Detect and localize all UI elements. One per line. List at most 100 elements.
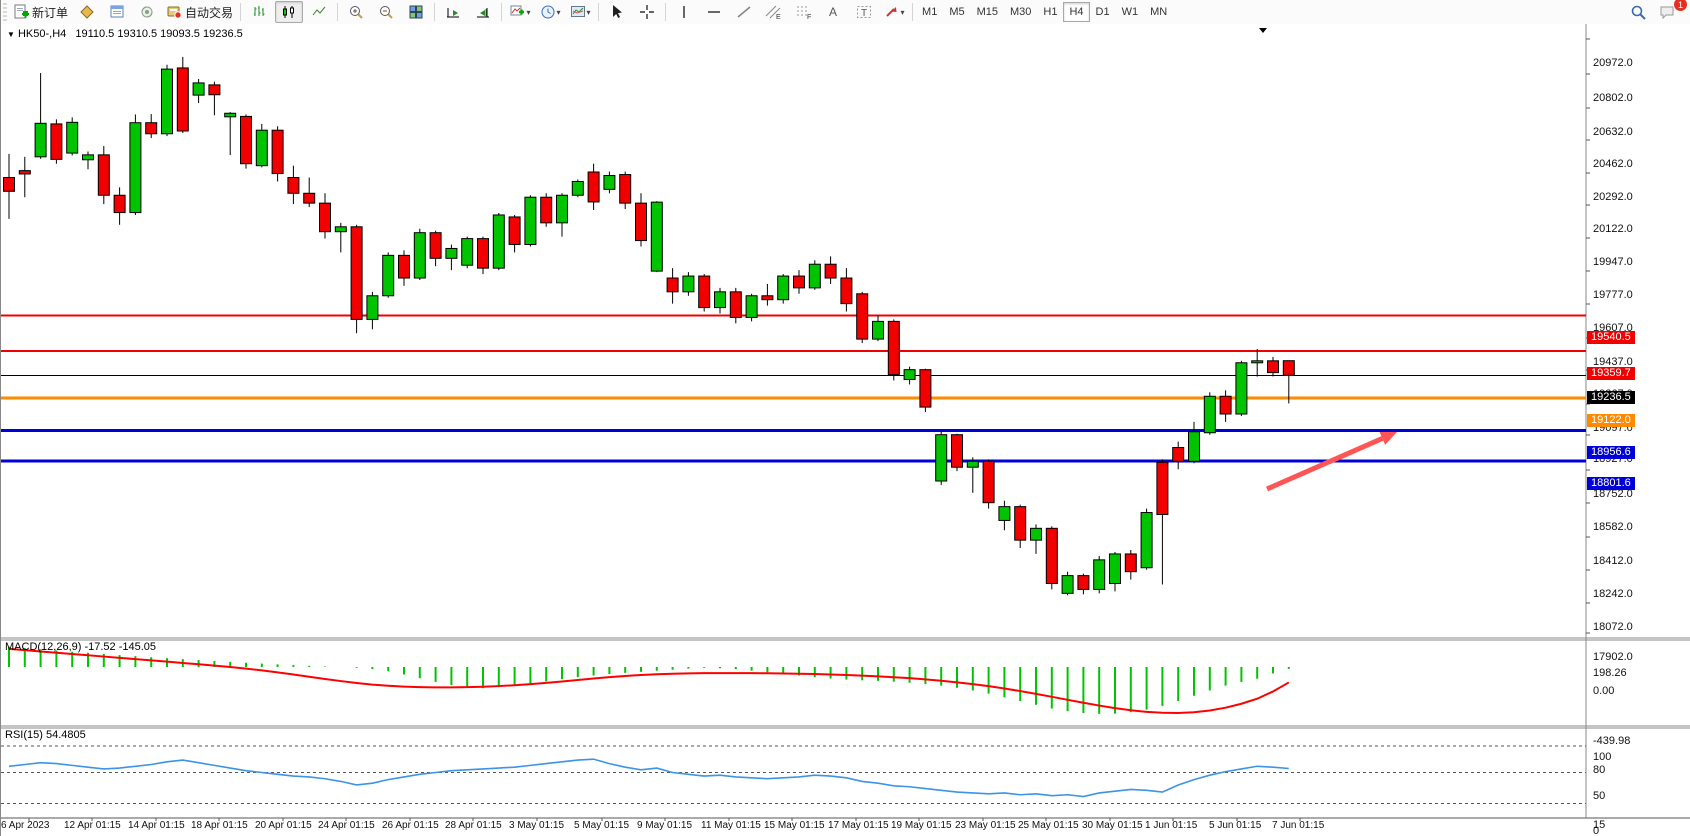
candle[interactable] [856, 291, 869, 344]
candle[interactable] [382, 252, 395, 298]
candle[interactable] [966, 457, 979, 493]
candle[interactable] [350, 224, 363, 334]
candle[interactable] [998, 500, 1011, 531]
candle[interactable] [1267, 356, 1279, 377]
candle[interactable] [366, 291, 379, 330]
candle[interactable] [1124, 549, 1137, 580]
chart-canvas[interactable] [1, 24, 1690, 836]
timeframe-h1[interactable]: H1 [1043, 6, 1058, 18]
chart-shift-button[interactable] [469, 1, 497, 23]
candle[interactable] [18, 156, 31, 198]
notifications-button[interactable]: 1 [1654, 0, 1688, 23]
candle[interactable] [1219, 390, 1232, 422]
object-marker-icon[interactable] [1259, 28, 1267, 33]
candle[interactable] [872, 315, 884, 342]
candle[interactable] [176, 56, 189, 133]
candle[interactable] [145, 114, 158, 139]
candle[interactable] [255, 123, 268, 168]
candle[interactable] [824, 256, 837, 284]
candle[interactable] [429, 230, 442, 267]
horizontal-line-button[interactable] [700, 1, 728, 23]
chart-window[interactable]: ▼ HK50-,H4 19110.5 19310.5 19093.5 19236… [1, 24, 1690, 836]
text-button[interactable]: A [820, 1, 848, 23]
equidistant-channel-button[interactable]: E [760, 1, 788, 23]
timeframe-w1[interactable]: W1 [1121, 6, 1139, 18]
candle[interactable] [951, 433, 963, 472]
auto-scroll-button[interactable] [439, 1, 467, 23]
market-watch-button[interactable] [73, 1, 101, 23]
candle[interactable] [82, 151, 94, 170]
candle[interactable] [666, 268, 679, 304]
candle[interactable] [50, 119, 63, 164]
candle[interactable] [903, 366, 916, 385]
toolbar-grip[interactable] [3, 3, 7, 21]
candle[interactable] [919, 368, 932, 413]
templates-button[interactable]: ▾ [566, 1, 594, 23]
candle[interactable] [413, 228, 426, 280]
candle[interactable] [1188, 421, 1200, 464]
candle[interactable] [635, 193, 647, 247]
timeframe-d1[interactable]: D1 [1095, 6, 1110, 18]
candle[interactable] [224, 112, 237, 156]
candle[interactable] [240, 114, 252, 169]
candle[interactable] [745, 293, 758, 322]
candle[interactable] [1203, 392, 1216, 435]
candle[interactable] [192, 78, 205, 104]
candle[interactable] [556, 193, 568, 237]
candle[interactable] [540, 193, 553, 227]
candle[interactable] [729, 287, 742, 324]
candle[interactable] [808, 260, 821, 290]
zoom-out-button[interactable] [372, 1, 400, 23]
candle[interactable] [1109, 551, 1121, 592]
candle[interactable] [161, 64, 173, 137]
candle[interactable] [1045, 526, 1058, 590]
candle[interactable] [714, 287, 726, 314]
candle[interactable] [777, 274, 790, 304]
candle[interactable] [698, 274, 711, 312]
tile-windows-button[interactable] [402, 1, 430, 23]
candle[interactable] [3, 153, 15, 219]
vertical-line-button[interactable] [670, 1, 698, 23]
candle[interactable] [571, 179, 584, 198]
candle[interactable] [650, 201, 663, 273]
trendline-button[interactable] [730, 1, 758, 23]
candle[interactable] [303, 177, 316, 208]
indicators-button[interactable]: ▾ [506, 1, 534, 23]
candle[interactable] [208, 81, 221, 116]
candle[interactable] [1251, 348, 1264, 377]
data-window-button[interactable] [103, 1, 131, 23]
candle[interactable] [398, 250, 410, 286]
candlestick-chart-button[interactable] [275, 1, 304, 23]
timeframe-m5[interactable]: M5 [949, 6, 965, 18]
candle[interactable] [477, 236, 489, 275]
candle[interactable] [887, 319, 900, 381]
candle[interactable] [682, 272, 695, 296]
autotrade-button[interactable]: 自动交易 [163, 1, 236, 23]
candle[interactable] [587, 163, 600, 211]
new-order-button[interactable]: 新订单 [10, 1, 71, 23]
zoom-in-button[interactable] [342, 1, 370, 23]
candle[interactable] [603, 171, 616, 194]
periods-button[interactable]: ▾ [536, 1, 564, 23]
timeframe-m15[interactable]: M15 [976, 6, 998, 18]
candle[interactable] [492, 212, 505, 271]
candle[interactable] [334, 222, 347, 253]
candle[interactable] [524, 195, 537, 247]
candle[interactable] [1156, 459, 1169, 585]
candle[interactable] [1140, 508, 1153, 570]
line-chart-button[interactable] [305, 1, 333, 23]
candle[interactable] [97, 145, 110, 205]
candle[interactable] [1030, 524, 1042, 554]
fibonacci-button[interactable]: F [790, 1, 818, 23]
candle[interactable] [982, 459, 995, 509]
bar-chart-button[interactable] [245, 1, 273, 23]
candle[interactable] [840, 268, 853, 312]
search-button[interactable] [1624, 1, 1652, 23]
navigator-button[interactable] [133, 1, 161, 23]
candle[interactable] [761, 283, 774, 306]
candle[interactable] [319, 193, 331, 239]
candle[interactable] [66, 117, 79, 156]
timeframe-m1[interactable]: M1 [922, 6, 938, 18]
candle[interactable] [1282, 360, 1295, 404]
candle[interactable] [1061, 571, 1074, 596]
